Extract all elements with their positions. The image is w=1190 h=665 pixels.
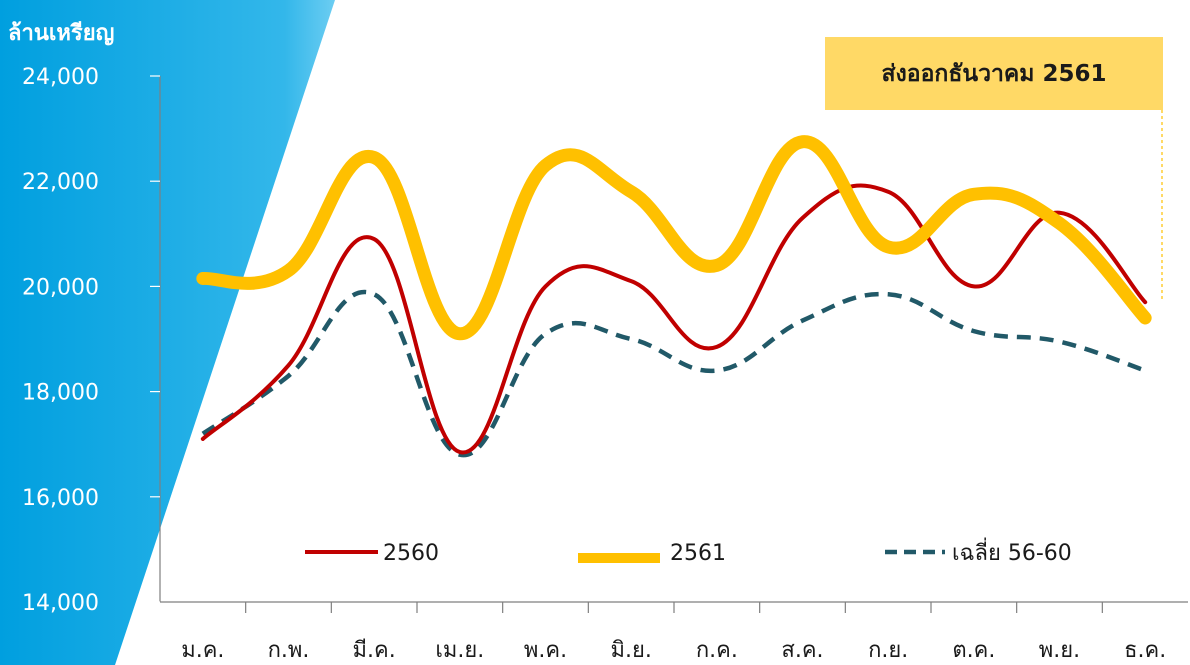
series-2-point — [715, 369, 719, 373]
legend-label: 2560 — [383, 541, 439, 566]
x-tick-label: ธ.ค. — [1124, 638, 1166, 663]
y-axis-ticks: 14,000 16,000 18,000 20,000 22,000 24,000 — [22, 65, 160, 616]
axes — [159, 76, 1188, 603]
x-tick-label: ม.ค. — [181, 638, 224, 663]
blue-accent-panel — [0, 0, 335, 665]
x-tick-label: มี.ค. — [353, 638, 396, 663]
chart-title: ส่งออกธันวาคม 2561 — [882, 61, 1107, 87]
y-tick-label: 16,000 — [22, 486, 99, 511]
legend-label: เฉลี่ย 56-60 — [952, 537, 1072, 566]
chart-title-box: ส่งออกธันวาคม 2561 — [825, 37, 1163, 110]
series-line-1 — [196, 135, 1152, 341]
y-tick-label: 22,000 — [22, 170, 99, 195]
y-tick-label: 20,000 — [22, 275, 99, 300]
x-tick-label: ส.ค. — [781, 638, 823, 663]
series-2-point — [544, 332, 548, 336]
x-tick-label: พ.ย. — [1039, 638, 1080, 663]
x-tick-label: ก.ย. — [868, 638, 908, 663]
x-axis-ticks: ม.ค. ก.พ. มี.ค. เม.ย. พ.ค. มิ.ย. ก.ค. ส.ค. ก.ย. ต… — [181, 602, 1166, 663]
x-tick-label: ก.ค. — [696, 638, 738, 663]
series-line-2 — [201, 289, 1146, 457]
legend-label: 2561 — [670, 541, 726, 566]
y-tick-label: 24,000 — [22, 65, 99, 90]
series-layer — [196, 135, 1152, 457]
y-axis-label: ล้านเหรียญ — [8, 21, 114, 46]
y-tick-label: 18,000 — [22, 381, 99, 406]
x-tick-label: ก.พ. — [268, 638, 310, 663]
x-tick-label: พ.ค. — [524, 638, 567, 663]
series-2-point — [1058, 340, 1062, 344]
x-tick-label: มิ.ย. — [610, 638, 651, 663]
series-line-0 — [200, 183, 1148, 455]
x-tick-label: ต.ค. — [952, 638, 995, 663]
series-2-point — [1143, 369, 1147, 373]
y-tick-label: 14,000 — [22, 591, 99, 616]
legend: 2560 2561 เฉลี่ย 56-60 — [305, 537, 1072, 566]
x-tick-label: เม.ย. — [435, 638, 484, 663]
